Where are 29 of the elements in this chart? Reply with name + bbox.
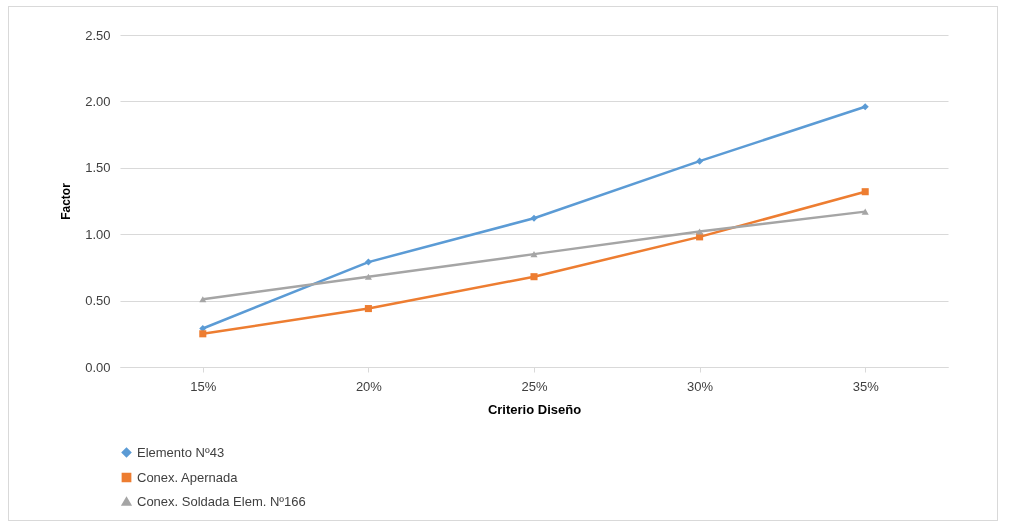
- x-tick-label: 30%: [687, 378, 714, 394]
- y-axis-title: Factor: [59, 182, 74, 220]
- x-axis-title: Criterio Diseño: [487, 401, 582, 417]
- point: [199, 330, 207, 338]
- y-tick-label: 2.00: [85, 93, 111, 109]
- y-tick-label: 1.50: [85, 160, 111, 176]
- point: [696, 157, 704, 165]
- point: [861, 103, 869, 111]
- point: [530, 214, 538, 222]
- point: [696, 228, 704, 235]
- y-tick-label: 0.00: [85, 359, 111, 375]
- y-tick-label: 1.00: [85, 226, 111, 242]
- legend-label: Elemento Nº43: [137, 444, 225, 460]
- point: [530, 251, 538, 258]
- legend-label: Conex. Apernada: [137, 469, 239, 485]
- point: [364, 258, 372, 266]
- x-tick-label: 35%: [852, 378, 880, 394]
- x-tick-label: 15%: [190, 378, 217, 394]
- legend-label: Conex. Soldada Elem. Nº166: [137, 493, 306, 509]
- point: [364, 273, 372, 280]
- point: [199, 296, 207, 303]
- point: [861, 208, 869, 215]
- point: [861, 188, 869, 196]
- point: [530, 273, 538, 281]
- point: [364, 305, 372, 313]
- y-tick-label: 2.50: [85, 27, 111, 43]
- x-tick-label: 20%: [355, 378, 383, 394]
- y-tick-label: 0.50: [85, 293, 111, 309]
- x-tick-label: 25%: [521, 378, 548, 394]
